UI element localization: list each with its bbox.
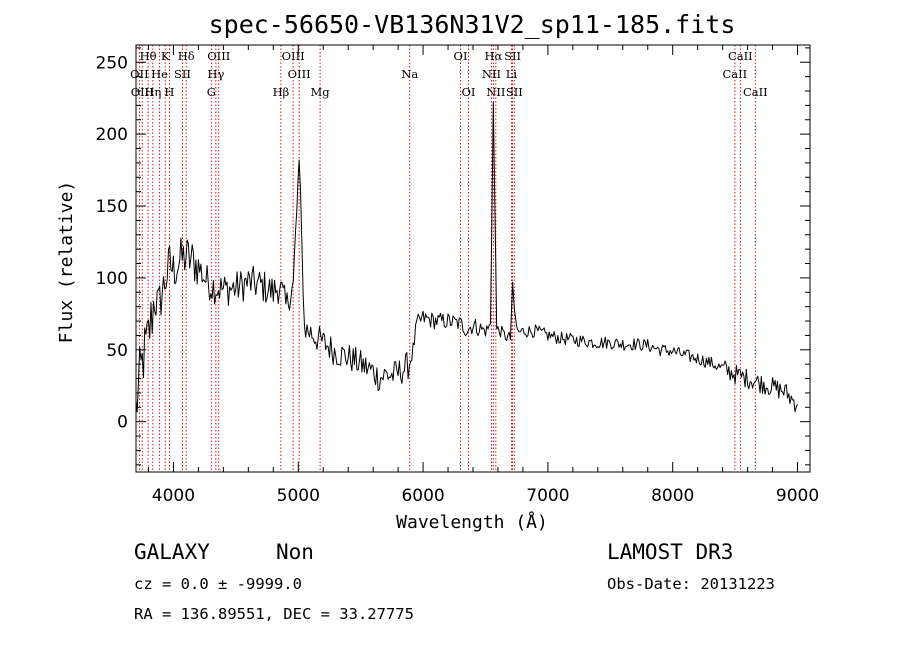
emission-line-label: Hγ (207, 67, 224, 81)
emission-line-label: Hδ (178, 49, 195, 63)
emission-line-label: NII (486, 85, 505, 99)
x-tick-label: 9000 (776, 486, 819, 506)
emission-line-label: OIII (288, 67, 311, 81)
emission-line-label: OIII (282, 49, 305, 63)
emission-line-label: Hα (484, 49, 502, 63)
emission-line-label: Hη (144, 85, 161, 99)
emission-line-label: OIII (207, 49, 230, 63)
emission-line-label: SII (506, 85, 523, 99)
emission-line-label: OI (462, 85, 476, 99)
emission-line-label: SII (174, 67, 191, 81)
x-tick-label: 4000 (152, 486, 195, 506)
y-tick-label: 150 (96, 197, 128, 217)
redshift-readout: cz = 0.0 ± -9999.0 (134, 575, 302, 593)
spectrum-line (135, 102, 798, 413)
y-tick-label: 250 (96, 53, 128, 73)
observation-date: Obs-Date: 20131223 (607, 575, 775, 593)
x-tick-label: 8000 (651, 486, 694, 506)
survey-name: LAMOST DR3 (607, 540, 733, 564)
emission-line-label: OI (454, 49, 468, 63)
emission-line-label: SII (504, 49, 521, 63)
emission-line-label: CaII (722, 67, 747, 81)
object-subclass: Non (276, 540, 314, 564)
emission-line-label: He (151, 67, 168, 81)
emission-line-label: K (161, 49, 170, 63)
emission-line-markers (138, 45, 756, 472)
x-axis-label: Wavelength (Å) (396, 511, 548, 533)
emission-line-label: G (207, 85, 216, 99)
y-tick-label: 100 (96, 269, 128, 289)
plot-axes (135, 44, 811, 473)
y-axis-label: Flux (relative) (56, 181, 77, 344)
emission-line-label: NII (482, 67, 501, 81)
object-class: GALAXY (134, 540, 210, 564)
y-tick-label: 0 (117, 413, 128, 433)
axis-ticks: 4000 5000 6000 7000 8000 9000 0 50 100 150 200 250 (96, 45, 819, 506)
emission-line-label: Na (401, 67, 418, 81)
emission-line-label: CaII (728, 49, 753, 63)
y-tick-label: 200 (96, 125, 128, 145)
emission-line-label: Li (506, 67, 518, 81)
emission-line-label: Hβ (273, 85, 290, 99)
chart-title: spec-56650-VB136N31V2_sp11-185.fits (209, 10, 736, 39)
y-tick-label: 50 (106, 341, 128, 361)
emission-line-label: OII (130, 67, 149, 81)
emission-line-label: Hθ (140, 49, 157, 63)
x-tick-label: 5000 (277, 486, 320, 506)
x-tick-label: 7000 (526, 486, 569, 506)
spectrum-series (135, 102, 798, 413)
emission-line-label: H (164, 85, 174, 99)
plot-frame (135, 44, 811, 473)
emission-line-label: Mg (311, 85, 331, 99)
coordinates-readout: RA = 136.89551, DEC = 33.27775 (134, 605, 414, 623)
x-tick-label: 6000 (401, 486, 444, 506)
emission-line-label: CaII (743, 85, 768, 99)
